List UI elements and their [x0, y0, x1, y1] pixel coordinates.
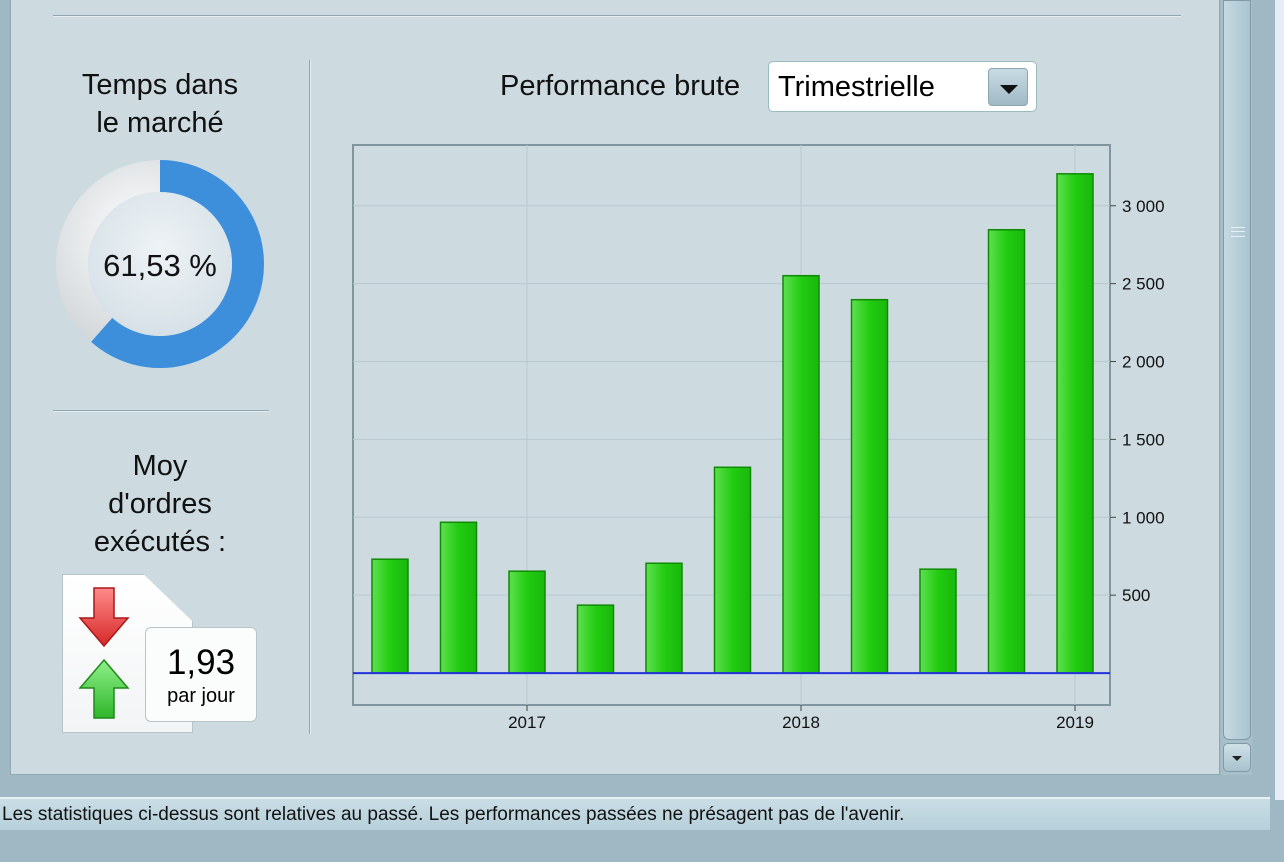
- scrollbar-thumb[interactable]: [1223, 0, 1251, 740]
- divider: [53, 15, 1181, 17]
- title-line: le marché: [96, 107, 224, 139]
- vertical-scrollbar[interactable]: [1221, 0, 1252, 775]
- orders-arrows-icon: [78, 587, 130, 719]
- status-bar: Les statistiques ci-dessus sont relative…: [0, 797, 1270, 830]
- orders-value: 1,93: [166, 643, 236, 682]
- chevron-down-icon[interactable]: [988, 68, 1028, 106]
- divider: [53, 410, 269, 412]
- divider: [309, 60, 311, 734]
- donut-fill: [91, 160, 264, 368]
- title-line: exécutés :: [93, 526, 227, 558]
- performance-label: Performance brute: [500, 70, 741, 102]
- orders-unit: par jour: [167, 685, 235, 707]
- time-in-market-title: Temps dans le marché: [40, 66, 280, 142]
- grip-icon: [1231, 227, 1245, 237]
- title-line: Moy: [132, 450, 188, 482]
- title-line: d'ordres: [108, 488, 212, 520]
- scroll-down-button[interactable]: [1223, 743, 1251, 772]
- orders-title: Moy d'ordres exécutés :: [40, 447, 280, 561]
- arrow-up-icon: [78, 658, 130, 719]
- title-line: Temps dans: [81, 69, 239, 101]
- arrow-down-icon: [78, 587, 130, 648]
- time-in-market-donut: 61,53 %: [56, 160, 264, 368]
- time-in-market-value: 61,53 %: [103, 248, 217, 283]
- orders-badge: 1,93 par jour: [145, 627, 257, 722]
- donut-center: [88, 192, 232, 336]
- period-selected: Trimestrielle: [778, 71, 935, 103]
- period-dropdown[interactable]: Trimestrielle: [768, 61, 1037, 112]
- background-window: [1275, 0, 1284, 800]
